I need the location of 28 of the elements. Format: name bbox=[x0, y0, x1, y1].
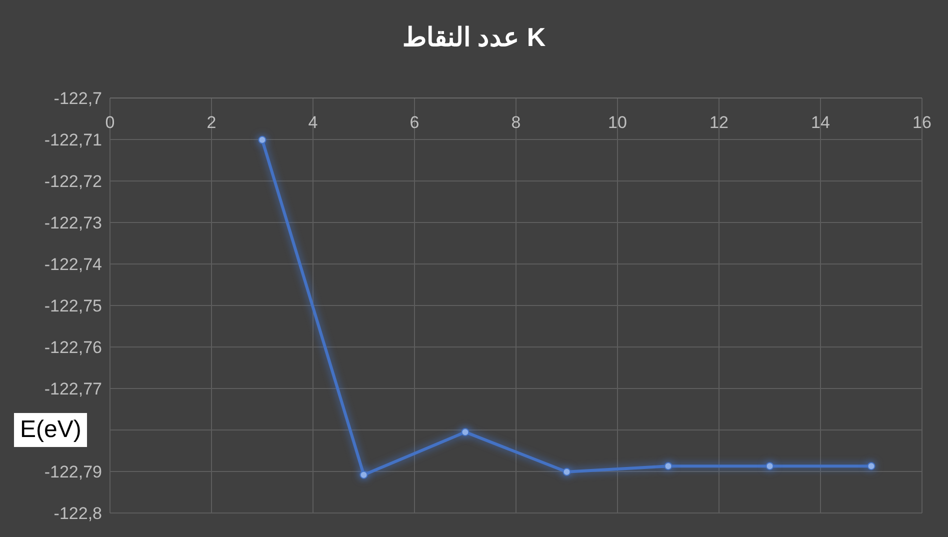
x-tick-label: 14 bbox=[811, 113, 830, 132]
y-axis-title: E(eV) bbox=[14, 413, 88, 447]
y-tick-label: -122,79 bbox=[44, 462, 102, 482]
x-tick-label: 6 bbox=[410, 113, 420, 132]
y-tick-label: -122,76 bbox=[44, 338, 102, 358]
y-tick-label: -122,72 bbox=[44, 172, 102, 192]
y-tick-label: -122,77 bbox=[44, 380, 102, 399]
y-tick-label: -122,7 bbox=[54, 89, 102, 108]
y-tick-label: -122,74 bbox=[44, 255, 102, 274]
point bbox=[360, 470, 368, 479]
point bbox=[867, 462, 876, 470]
x-tick-label: 2 bbox=[206, 113, 216, 132]
x-tick-label: 12 bbox=[710, 113, 728, 132]
x-tick-label: 4 bbox=[308, 113, 318, 132]
y-tick-label: -122,71 bbox=[44, 130, 102, 150]
point bbox=[461, 428, 470, 436]
point bbox=[766, 462, 774, 470]
point bbox=[664, 462, 672, 470]
point bbox=[562, 468, 571, 476]
x-tick-label: 8 bbox=[511, 113, 521, 132]
x-tick-label: 0 bbox=[105, 113, 115, 132]
y-tick-label: -122,8 bbox=[54, 504, 102, 524]
y-tick-label: -122,75 bbox=[44, 296, 102, 316]
x-tick-label: 10 bbox=[608, 113, 627, 132]
point bbox=[258, 136, 266, 144]
x-tick-label: 16 bbox=[912, 113, 932, 132]
chart-title: عدد النقاط K bbox=[401, 22, 547, 53]
y-tick-label: -122,73 bbox=[44, 214, 102, 233]
